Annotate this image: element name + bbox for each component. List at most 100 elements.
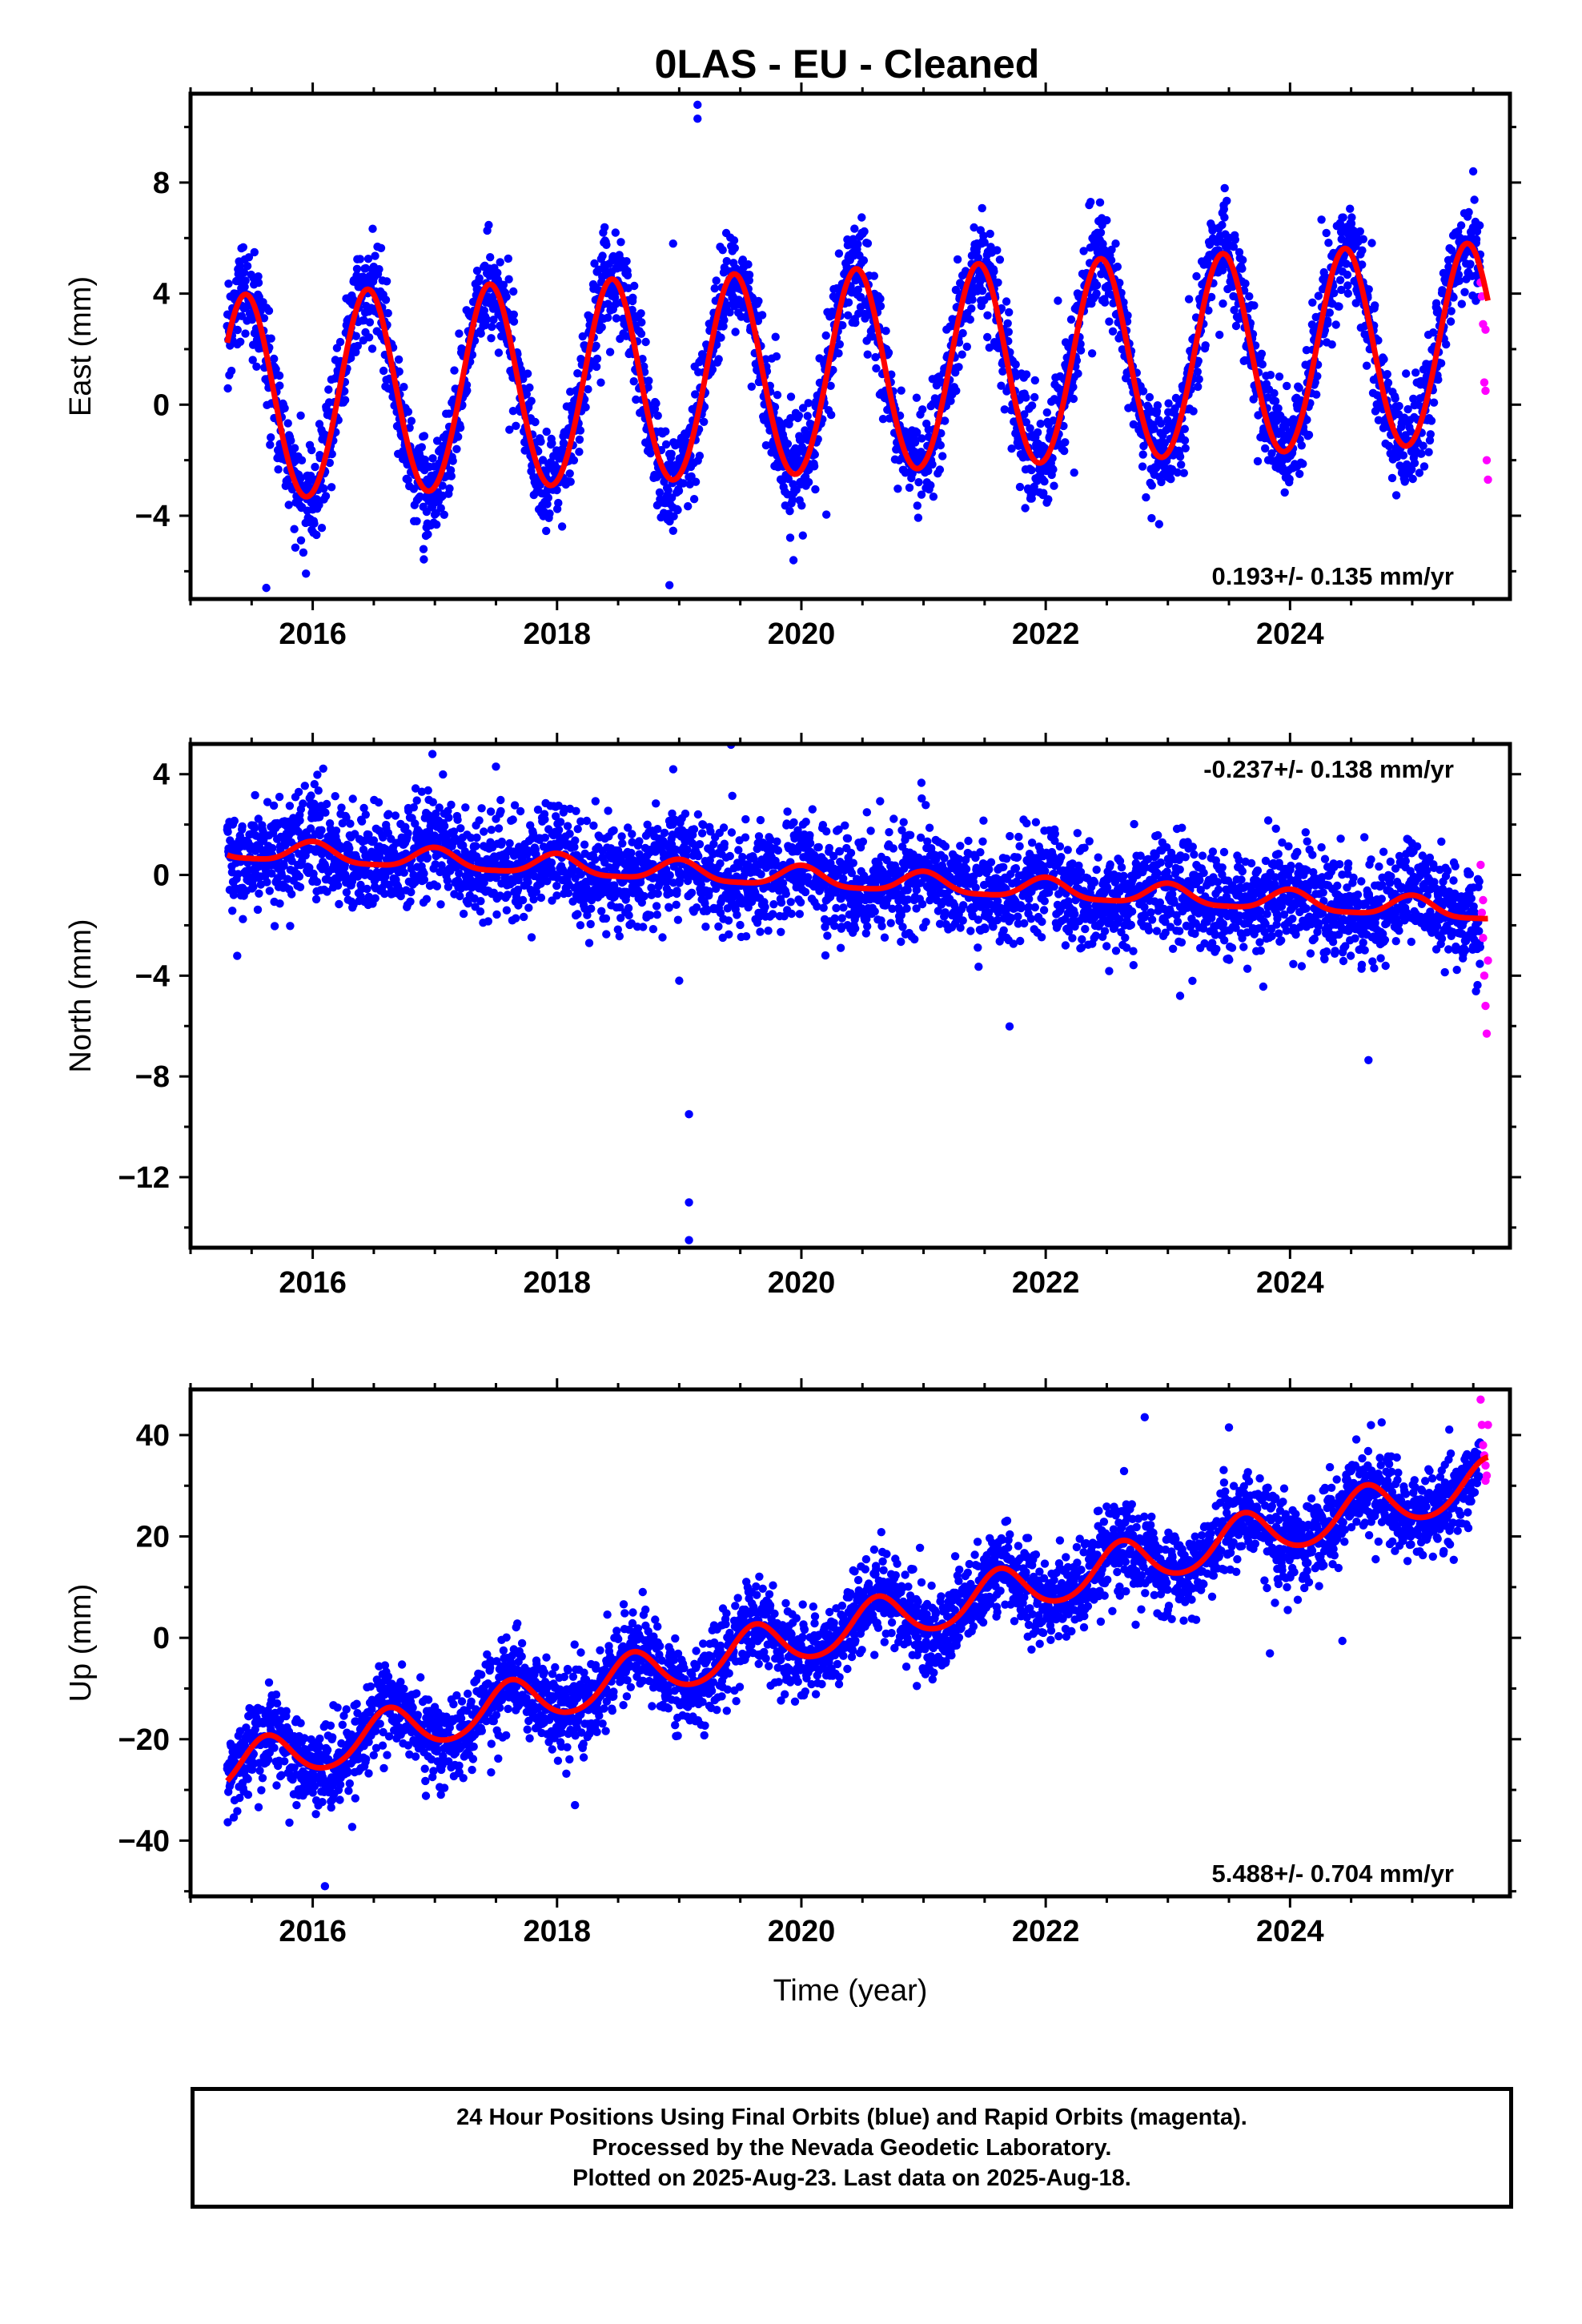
final-orbit-point [1304, 430, 1314, 440]
final-orbit-point [325, 458, 334, 468]
final-orbit-point [1343, 281, 1352, 290]
final-orbit-point [575, 448, 584, 456]
final-orbit-point [1464, 207, 1473, 217]
final-orbit-point [1424, 448, 1433, 456]
final-orbit-point [871, 352, 880, 362]
final-orbit-point [223, 384, 232, 393]
final-orbit-point [804, 399, 813, 408]
final-orbit-point [1466, 259, 1475, 268]
final-orbit-point [1195, 375, 1203, 384]
final-orbit-point [365, 318, 375, 327]
final-orbit-point [810, 450, 819, 459]
final-orbit-point [929, 493, 938, 501]
final-orbit-point [1087, 349, 1097, 358]
final-orbit-point [1022, 370, 1031, 379]
final-orbit-point [729, 236, 739, 245]
final-orbit-point [869, 271, 879, 280]
east-frame [188, 91, 1512, 601]
final-orbit-point [798, 531, 807, 540]
final-orbit-point [324, 385, 333, 394]
final-orbit-point [505, 425, 514, 434]
final-orbit-point [1223, 196, 1231, 205]
final-orbit-point [602, 930, 611, 939]
final-orbit-point [487, 334, 496, 343]
final-orbit-point [636, 309, 645, 318]
final-orbit-point [1295, 384, 1303, 392]
final-orbit-point [254, 814, 263, 823]
final-orbit-point [718, 246, 727, 255]
final-orbit-point [275, 899, 284, 908]
final-orbit-point [494, 348, 504, 357]
final-orbit-point [438, 481, 447, 490]
final-orbit-point [456, 423, 465, 432]
final-orbit-point [809, 462, 819, 471]
final-orbit-point [1436, 359, 1446, 368]
final-orbit-point [598, 251, 607, 260]
final-orbit-point [405, 424, 414, 432]
final-orbit-point [560, 439, 568, 448]
final-orbit-point [1184, 295, 1194, 304]
final-orbit-point [725, 308, 734, 317]
final-orbit-point [548, 439, 556, 448]
final-orbit-point [1239, 255, 1247, 264]
final-orbit-point [1096, 228, 1106, 237]
y-tick-label: 8 [153, 167, 170, 200]
final-orbit-point [1395, 401, 1403, 411]
final-orbit-point [653, 411, 662, 420]
final-orbit-point [1215, 330, 1224, 340]
final-orbit-point [983, 332, 992, 342]
final-orbit-point [630, 281, 639, 291]
final-orbit-point [331, 826, 341, 835]
final-orbit-point [353, 341, 362, 351]
final-orbit-point [1192, 271, 1201, 281]
final-orbit-point [1258, 360, 1267, 369]
final-orbit-point [1250, 301, 1259, 310]
final-orbit-point [525, 383, 534, 392]
final-orbit-point [926, 480, 935, 490]
final-orbit-point [618, 839, 627, 848]
final-orbit-point [850, 224, 859, 233]
final-orbit-point [544, 493, 552, 502]
final-orbit-point [240, 283, 249, 292]
final-orbit-point [368, 224, 377, 233]
final-orbit-point [351, 348, 360, 356]
final-orbit-point [773, 391, 782, 400]
final-orbit-point [266, 440, 275, 449]
final-orbit-point [536, 437, 545, 446]
final-orbit-point [290, 444, 299, 452]
final-orbit-point [315, 501, 323, 509]
final-orbit-point [556, 818, 565, 826]
final-orbit-point [236, 337, 245, 346]
final-orbit-point [1180, 424, 1190, 433]
final-orbit-point [744, 260, 753, 269]
final-orbit-point [508, 815, 517, 824]
final-orbit-point [346, 819, 355, 828]
final-orbit-point [1003, 319, 1012, 328]
final-orbit-point [623, 271, 632, 279]
final-orbit-point [254, 278, 263, 287]
final-orbit-point [1173, 468, 1182, 477]
final-orbit-point [910, 438, 920, 447]
final-orbit-point [1342, 259, 1351, 268]
final-orbit-point [322, 799, 331, 809]
final-orbit-point [472, 842, 480, 850]
final-orbit-point [417, 443, 426, 452]
final-orbit-point [313, 770, 322, 779]
final-orbit-point [376, 243, 386, 252]
final-orbit-point [497, 837, 506, 846]
x-tick-label: 2024 [1256, 617, 1324, 651]
final-orbit-point [381, 296, 391, 304]
final-orbit-point [1410, 459, 1419, 468]
final-orbit-point [1054, 296, 1062, 305]
final-orbit-point [361, 263, 371, 273]
final-orbit-point [958, 328, 967, 338]
final-orbit-point [1407, 465, 1416, 474]
final-orbit-point [444, 813, 453, 822]
final-orbit-point [876, 294, 885, 304]
final-orbit-point [935, 465, 945, 474]
final-orbit-point [658, 933, 667, 942]
rapid-orbit-point [1484, 475, 1492, 485]
final-orbit-point [1201, 341, 1210, 350]
final-orbit-point [609, 826, 618, 835]
